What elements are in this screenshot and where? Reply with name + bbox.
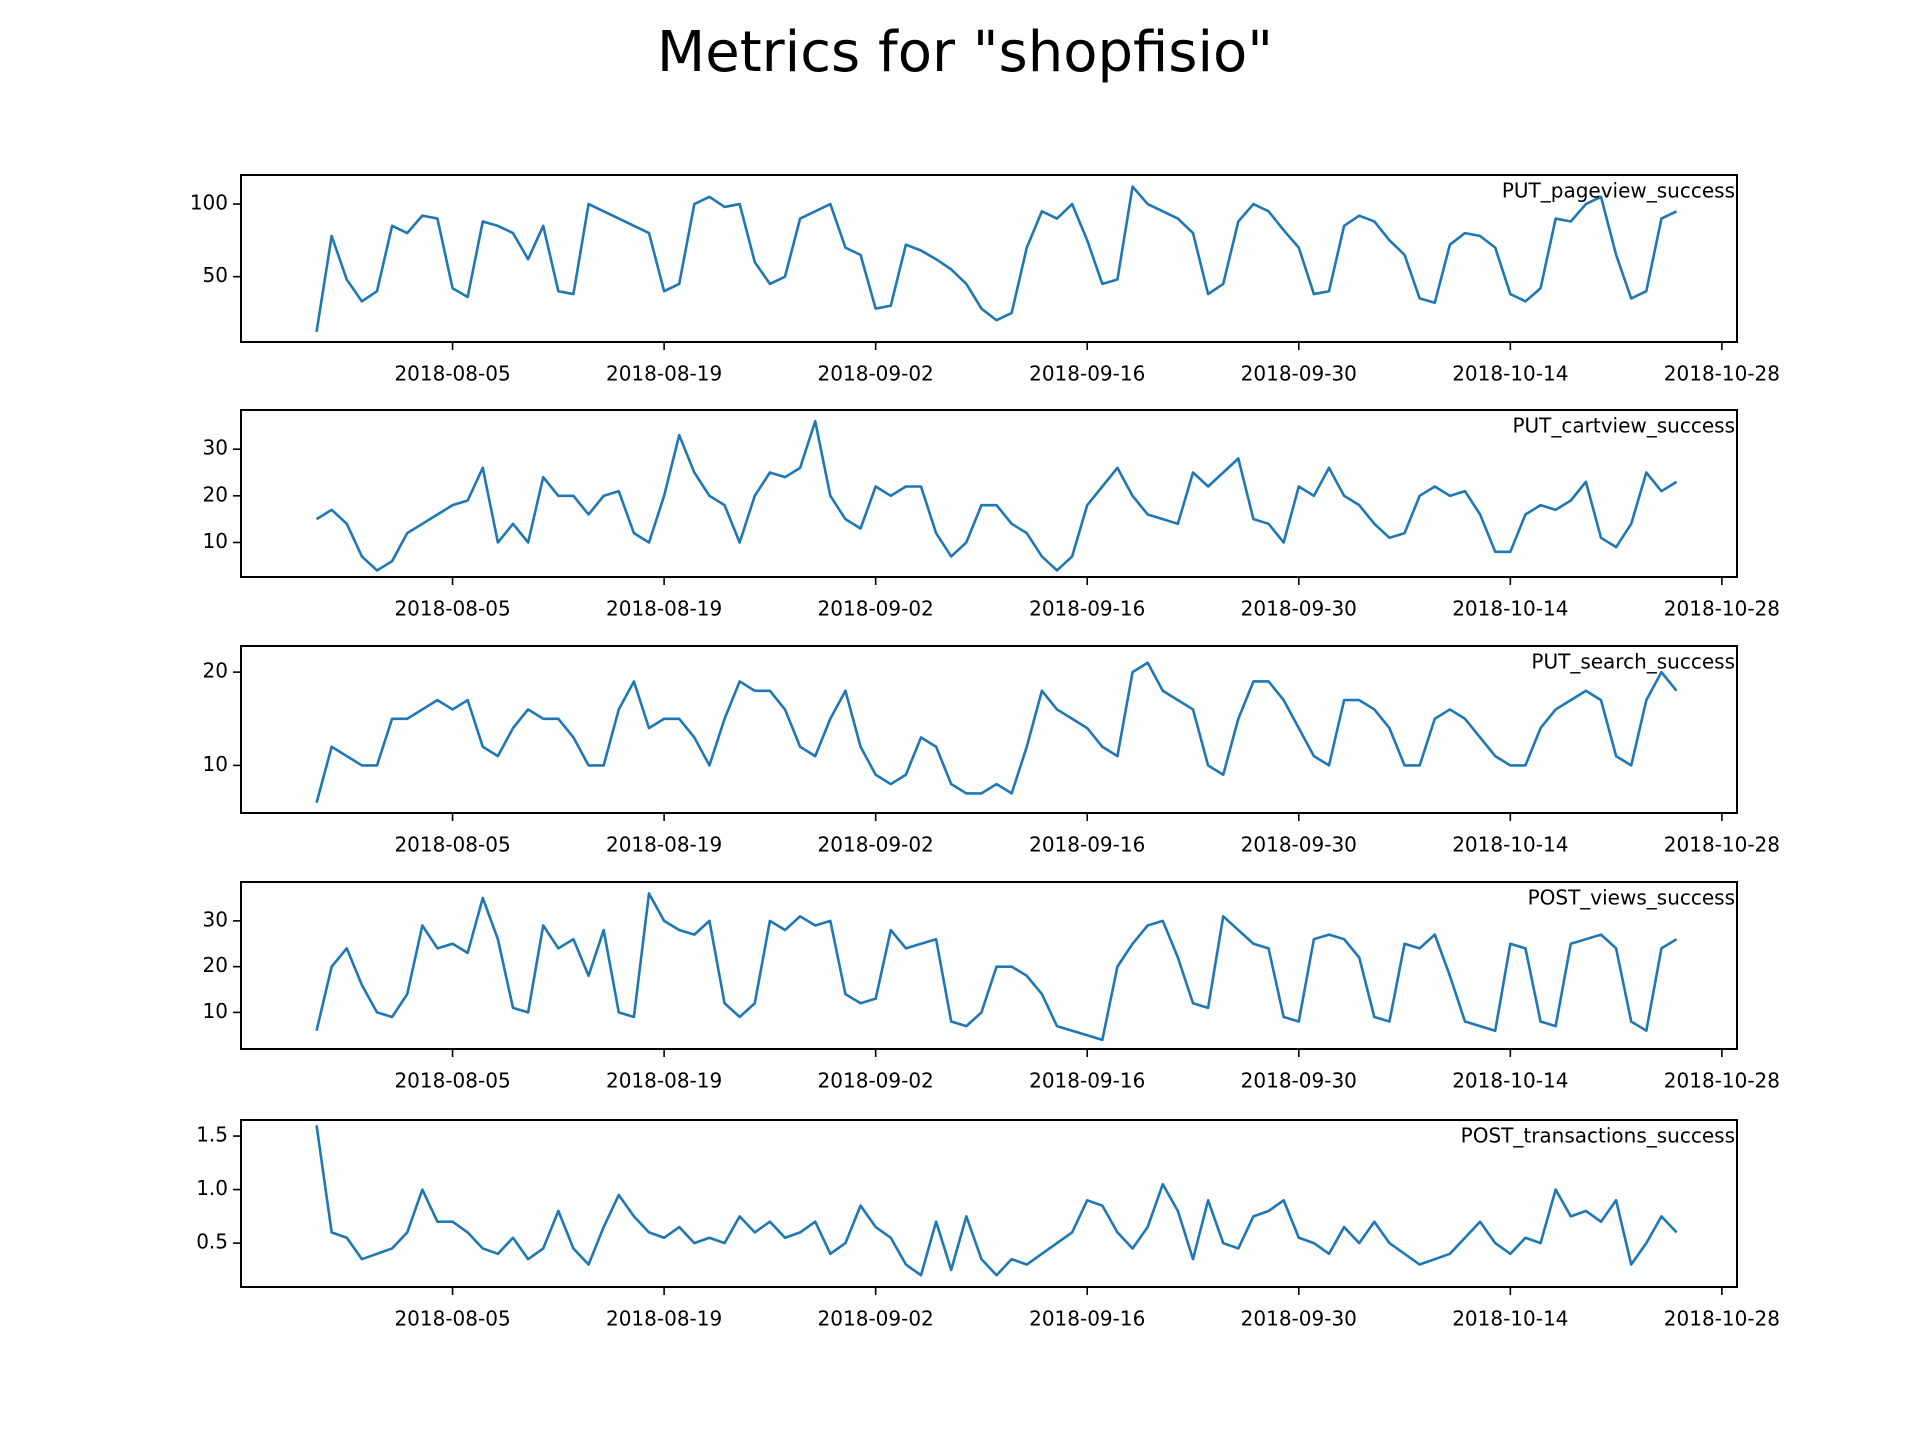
y-tick-label: 0.5	[196, 1230, 228, 1254]
x-tick-label: 2018-09-16	[1029, 833, 1145, 857]
series-line	[315, 661, 1678, 804]
series-line	[315, 185, 1678, 333]
x-tick-label: 2018-09-16	[1029, 597, 1145, 621]
x-tick-label: 2018-10-28	[1664, 362, 1780, 386]
y-tick-label: 1.5	[196, 1123, 228, 1147]
y-tick-label: 10	[203, 999, 228, 1023]
series-line	[315, 419, 1678, 572]
x-tick-label: 2018-10-28	[1664, 597, 1780, 621]
chart-title: Metrics for "shopfisio"	[657, 20, 1273, 85]
x-tick-label: 2018-10-14	[1452, 362, 1568, 386]
x-tick-label: 2018-09-30	[1241, 597, 1357, 621]
x-tick-label: 2018-08-05	[394, 833, 510, 857]
y-tick-label: 10	[203, 529, 228, 553]
y-tick-label: 20	[203, 659, 228, 683]
x-tick-label: 2018-08-19	[606, 833, 722, 857]
x-tick-label: 2018-08-19	[606, 1307, 722, 1331]
x-tick-label: 2018-09-30	[1241, 1307, 1357, 1331]
series-label: POST_transactions_success	[1461, 1124, 1735, 1148]
x-tick-label: 2018-09-02	[818, 833, 934, 857]
axes-frame	[240, 1119, 1738, 1288]
series-label: PUT_cartview_success	[1512, 414, 1735, 438]
x-tick-label: 2018-09-02	[818, 362, 934, 386]
y-tick-label: 20	[203, 953, 228, 977]
x-tick-label: 2018-10-14	[1452, 833, 1568, 857]
x-tick-label: 2018-09-02	[818, 597, 934, 621]
x-tick-label: 2018-09-30	[1241, 362, 1357, 386]
y-tick-label: 30	[203, 907, 228, 931]
y-tick-label: 100	[190, 191, 228, 215]
x-tick-label: 2018-09-02	[818, 1069, 934, 1093]
y-tick-label: 30	[203, 436, 228, 460]
x-tick-label: 2018-08-05	[394, 362, 510, 386]
y-tick-label: 1.0	[196, 1176, 228, 1200]
axes-frame	[240, 881, 1738, 1050]
x-tick-label: 2018-08-05	[394, 1307, 510, 1331]
axes-frame	[240, 174, 1738, 343]
x-tick-label: 2018-09-30	[1241, 833, 1357, 857]
y-tick-label: 20	[203, 482, 228, 506]
x-tick-label: 2018-08-19	[606, 1069, 722, 1093]
x-tick-label: 2018-09-16	[1029, 1069, 1145, 1093]
x-tick-label: 2018-10-28	[1664, 833, 1780, 857]
x-tick-label: 2018-08-19	[606, 597, 722, 621]
axes-frame	[240, 645, 1738, 814]
series-line	[315, 1125, 1678, 1277]
series-line	[315, 892, 1678, 1042]
x-tick-label: 2018-08-19	[606, 362, 722, 386]
x-tick-label: 2018-09-30	[1241, 1069, 1357, 1093]
y-tick-label: 10	[203, 752, 228, 776]
x-tick-label: 2018-10-14	[1452, 1069, 1568, 1093]
x-tick-label: 2018-10-14	[1452, 597, 1568, 621]
y-tick-label: 50	[203, 263, 228, 287]
axes-frame	[240, 409, 1738, 578]
series-label: PUT_search_success	[1531, 650, 1735, 674]
x-tick-label: 2018-10-28	[1664, 1069, 1780, 1093]
series-label: PUT_pageview_success	[1502, 179, 1735, 203]
x-tick-label: 2018-09-16	[1029, 362, 1145, 386]
x-tick-label: 2018-08-05	[394, 1069, 510, 1093]
series-label: POST_views_success	[1528, 886, 1735, 910]
x-tick-label: 2018-10-14	[1452, 1307, 1568, 1331]
x-tick-label: 2018-08-05	[394, 597, 510, 621]
x-tick-label: 2018-10-28	[1664, 1307, 1780, 1331]
x-tick-label: 2018-09-02	[818, 1307, 934, 1331]
x-tick-label: 2018-09-16	[1029, 1307, 1145, 1331]
